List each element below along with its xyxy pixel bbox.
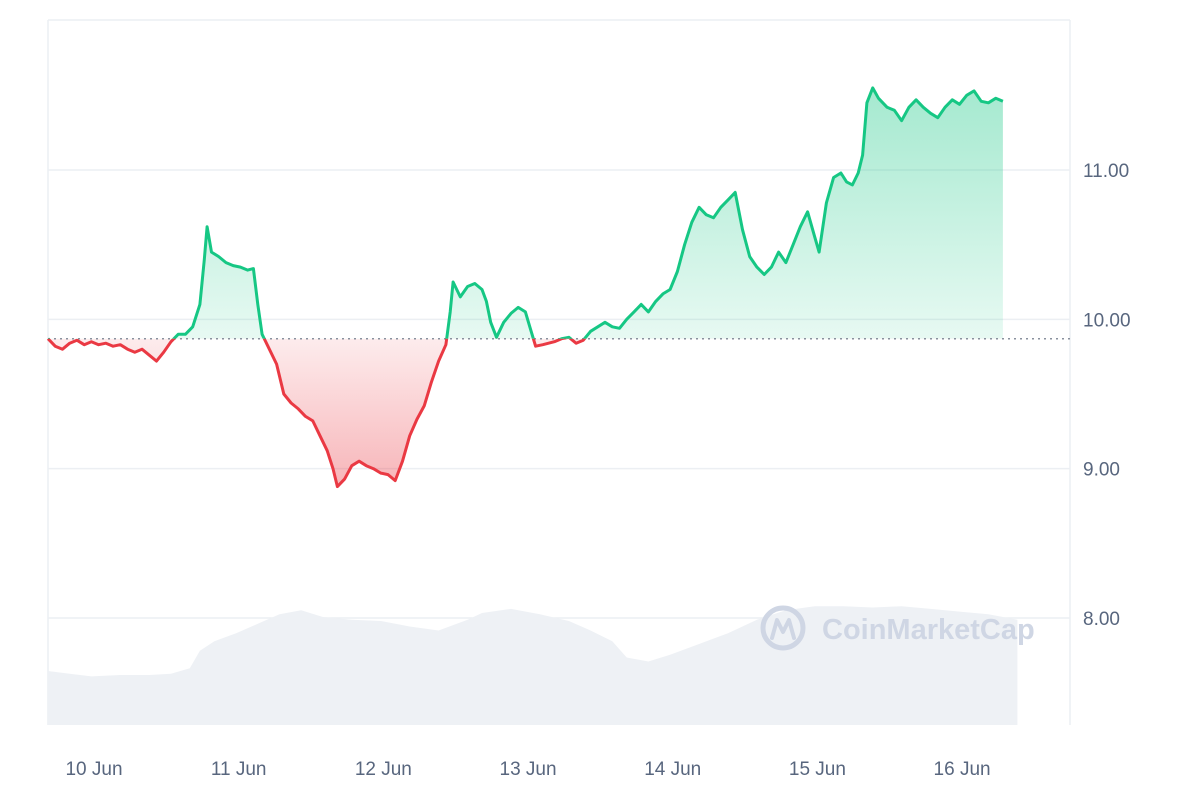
x-tick-label: 16 Jun: [934, 759, 991, 780]
y-tick-label: 9.00: [1083, 460, 1120, 481]
x-axis-labels: 10 Jun 11 Jun 12 Jun 13 Jun 14 Jun 15 Jun 16 J…: [65, 759, 990, 780]
area-above-baseline: [48, 87, 1003, 339]
y-tick-label: 10.00: [1083, 310, 1131, 331]
coinmarketcap-logo-icon: [760, 605, 806, 651]
watermark-text: CoinMarketCap: [822, 614, 1035, 646]
x-tick-label: 14 Jun: [644, 759, 701, 780]
price-line-up: [47, 86, 1004, 339]
watermark: CoinMarketCap: [760, 605, 1035, 651]
volume-area: [48, 606, 1018, 725]
x-tick-label: 15 Jun: [789, 759, 846, 780]
area-below-baseline: [48, 338, 585, 487]
y-tick-label: 8.00: [1083, 609, 1120, 630]
y-axis-labels: 11.00 10.00 9.00 8.00: [1083, 161, 1131, 630]
x-tick-label: 11 Jun: [211, 759, 267, 780]
y-tick-label: 11.00: [1083, 161, 1129, 182]
volume-series: [48, 606, 1018, 725]
price-area: [48, 87, 1003, 487]
price-line: [46, 86, 1004, 489]
x-tick-label: 13 Jun: [500, 759, 557, 780]
x-tick-label: 12 Jun: [355, 759, 412, 780]
plot-frame: [47, 19, 1071, 725]
x-tick-label: 10 Jun: [65, 759, 122, 780]
